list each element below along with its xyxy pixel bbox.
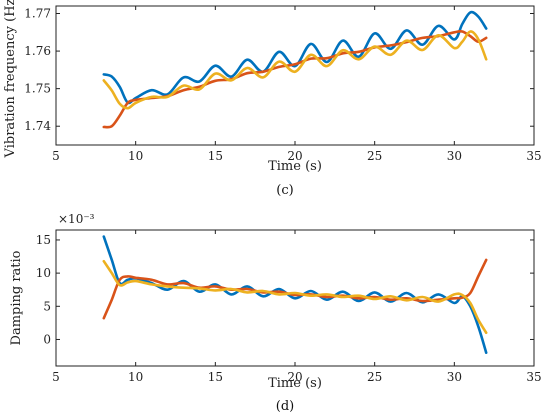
y-tick-label: 5 xyxy=(43,299,51,313)
x-tick-label: 15 xyxy=(208,149,223,163)
series-line-c-3 xyxy=(102,30,488,110)
y-tick-label: 1.74 xyxy=(24,119,51,133)
x-tick-label: 10 xyxy=(128,370,143,384)
x-tick-label: 25 xyxy=(367,149,382,163)
x-tick-label: 20 xyxy=(287,370,302,384)
x-tick-label: 35 xyxy=(526,149,541,163)
x-tick-label: 30 xyxy=(447,370,462,384)
x-tick-label: 20 xyxy=(287,149,302,163)
x-axis-label: Time (s) xyxy=(268,159,322,174)
y-tick-label: 0 xyxy=(43,332,51,346)
x-tick-label: 30 xyxy=(447,149,462,163)
y-tick-label: 1.75 xyxy=(24,82,51,96)
y-tick-label: 1.77 xyxy=(24,7,51,21)
y-tick-label: 10 xyxy=(36,266,51,280)
series-line-c-1 xyxy=(102,10,488,105)
x-tick-label: 25 xyxy=(367,370,382,384)
panel-label-c: (c) xyxy=(276,183,293,198)
y-axis-label: Damping ratio xyxy=(9,250,24,345)
y-exponent-label: ×10⁻³ xyxy=(58,212,95,226)
x-tick-label: 5 xyxy=(52,370,60,384)
x-tick-label: 35 xyxy=(526,370,541,384)
x-tick-label: 10 xyxy=(128,149,143,163)
x-axis-label: Time (s) xyxy=(268,376,322,391)
series-line-d-3 xyxy=(102,259,488,335)
x-tick-label: 5 xyxy=(52,149,60,163)
y-tick-label: 1.76 xyxy=(24,44,51,58)
y-axis-label: Vibration frequency (Hz) xyxy=(3,0,18,158)
x-tick-label: 15 xyxy=(208,370,223,384)
series-line-d-1 xyxy=(102,235,488,354)
y-tick-label: 15 xyxy=(36,233,51,247)
panel-label-d: (d) xyxy=(276,399,294,414)
